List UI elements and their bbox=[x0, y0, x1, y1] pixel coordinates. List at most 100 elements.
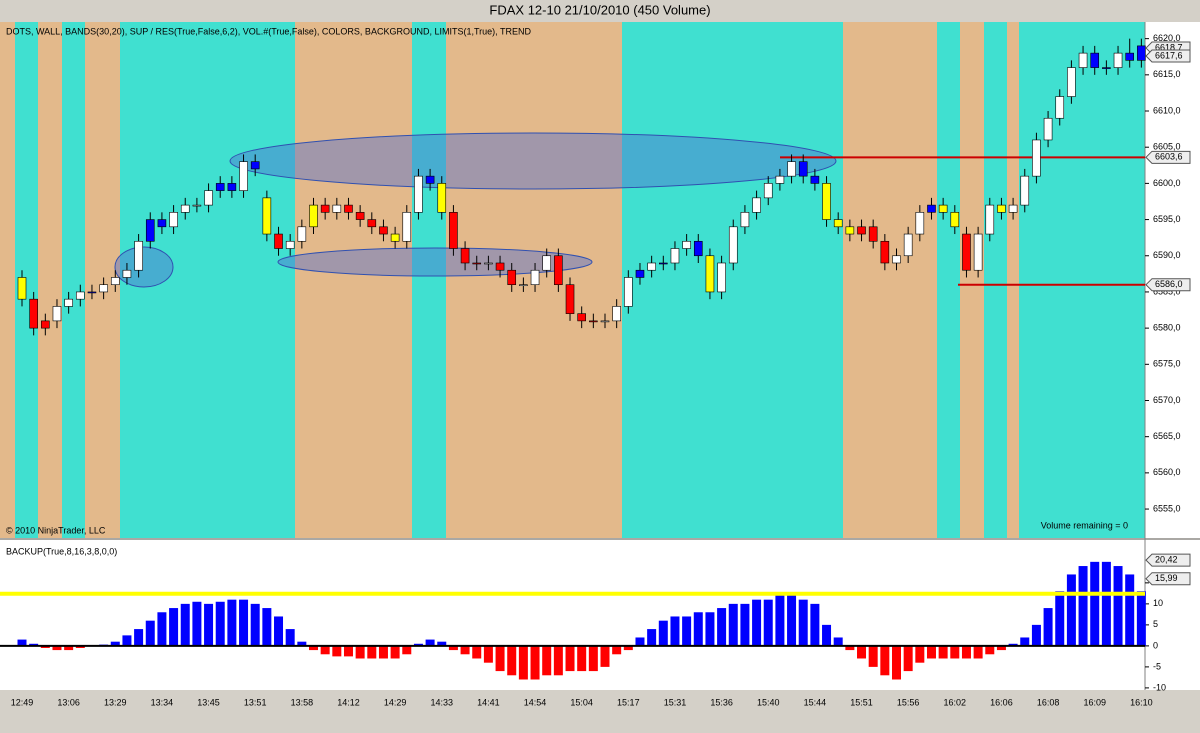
candle-body bbox=[320, 204, 330, 213]
histogram-bar bbox=[402, 645, 412, 655]
candle-body bbox=[763, 183, 773, 199]
histogram-bar bbox=[1113, 566, 1123, 646]
x-tick-label: 16:09 bbox=[1083, 697, 1106, 707]
candle-body bbox=[775, 175, 785, 184]
candle-body bbox=[122, 269, 132, 278]
histogram-bar bbox=[880, 645, 890, 676]
candle-body bbox=[997, 204, 1006, 213]
candle-body bbox=[682, 240, 691, 249]
histogram-bar bbox=[752, 599, 762, 646]
y-tick-label: -10 bbox=[1153, 682, 1166, 692]
x-tick-label: 16:02 bbox=[944, 697, 967, 707]
candle-body bbox=[822, 183, 831, 220]
candle-body bbox=[297, 226, 307, 242]
candle-body bbox=[262, 197, 272, 235]
histogram-bar bbox=[285, 629, 295, 646]
title-bar bbox=[0, 0, 1200, 22]
price-marker-label: 6618,7 bbox=[1155, 42, 1183, 52]
candle-body bbox=[250, 161, 260, 170]
candle-body bbox=[180, 204, 190, 213]
y-tick-label: 6565,0 bbox=[1153, 431, 1181, 441]
x-tick-label: 15:17 bbox=[617, 697, 640, 707]
y-tick-label: 6575,0 bbox=[1153, 359, 1181, 369]
histogram-bar bbox=[262, 608, 272, 646]
histogram-bar bbox=[961, 645, 971, 659]
x-tick-label: 15:51 bbox=[850, 697, 873, 707]
y-tick-label: -5 bbox=[1153, 661, 1161, 671]
y-tick-label: 6585,0 bbox=[1153, 286, 1181, 296]
y-tick-label: 6620,0 bbox=[1153, 33, 1181, 43]
histogram-bar bbox=[134, 629, 144, 646]
histogram-bar bbox=[915, 645, 925, 663]
histogram-bar bbox=[588, 645, 598, 672]
candle-body bbox=[17, 277, 27, 300]
x-tick-label: 16:08 bbox=[1037, 697, 1060, 707]
candle-body bbox=[1020, 175, 1030, 206]
histogram-bar bbox=[145, 620, 155, 646]
y-tick-label: 6555,0 bbox=[1153, 503, 1181, 513]
histogram-bar bbox=[29, 643, 39, 646]
bg-cyan bbox=[120, 22, 295, 538]
candle-body bbox=[507, 269, 517, 286]
histogram-bar bbox=[740, 603, 750, 646]
histogram-bar bbox=[495, 645, 505, 672]
bg-cyan bbox=[1019, 22, 1145, 538]
histogram-bar bbox=[542, 645, 552, 676]
histogram-bar bbox=[378, 645, 388, 659]
candle-body bbox=[950, 212, 960, 228]
histogram-bar bbox=[507, 645, 517, 676]
candle-body bbox=[204, 190, 213, 206]
histogram-bar bbox=[355, 645, 365, 659]
x-tick-label: 15:36 bbox=[710, 697, 733, 707]
histogram-bar bbox=[227, 599, 237, 646]
candle-body bbox=[379, 226, 388, 235]
candle-body bbox=[87, 291, 97, 294]
histogram-bar bbox=[1020, 637, 1030, 646]
bg-cyan bbox=[62, 22, 85, 538]
candle-body bbox=[367, 219, 377, 228]
candle-body bbox=[215, 183, 225, 191]
histogram-bar bbox=[448, 645, 458, 651]
candle-body bbox=[484, 262, 493, 265]
candle-body bbox=[868, 226, 878, 242]
bg-cyan bbox=[412, 22, 446, 538]
candle-body bbox=[612, 306, 621, 322]
histogram-bar bbox=[1078, 566, 1088, 646]
candle-body bbox=[880, 240, 890, 264]
price-marker-label: 6586,0 bbox=[1155, 279, 1183, 289]
candle-body bbox=[892, 255, 901, 264]
histogram-bar bbox=[623, 645, 633, 651]
histogram-bar bbox=[192, 601, 202, 646]
histogram-bar bbox=[215, 601, 225, 646]
histogram-bar bbox=[309, 645, 318, 651]
histogram-bar bbox=[985, 645, 995, 655]
candle-body bbox=[437, 183, 447, 213]
candle-body bbox=[402, 212, 412, 242]
candle-body bbox=[985, 204, 995, 235]
annotation-ellipse bbox=[114, 246, 174, 288]
histogram-bar bbox=[1066, 574, 1076, 646]
candle-body bbox=[600, 320, 610, 323]
bg-cyan bbox=[15, 22, 38, 538]
histogram-bar bbox=[460, 645, 470, 655]
histogram-bar bbox=[110, 641, 120, 646]
candle-body bbox=[274, 233, 283, 249]
candle-body bbox=[962, 233, 971, 271]
histogram-bar bbox=[996, 645, 1006, 651]
candle-body bbox=[41, 320, 50, 329]
candle-body bbox=[344, 204, 353, 213]
histogram-bar bbox=[798, 599, 808, 646]
histogram-bar bbox=[1031, 624, 1041, 646]
histogram-bar bbox=[343, 645, 353, 657]
histogram-bar bbox=[75, 645, 85, 648]
candle-body bbox=[845, 226, 855, 235]
x-tick-label: 13:51 bbox=[244, 697, 267, 707]
candle-body bbox=[169, 212, 178, 228]
candle-body bbox=[1090, 52, 1100, 68]
y-tick-label: 0 bbox=[1153, 640, 1158, 650]
candle-body bbox=[787, 161, 796, 177]
histogram-bar bbox=[157, 612, 167, 646]
candle-body bbox=[658, 262, 668, 265]
y-tick-label: 6600,0 bbox=[1153, 178, 1181, 188]
